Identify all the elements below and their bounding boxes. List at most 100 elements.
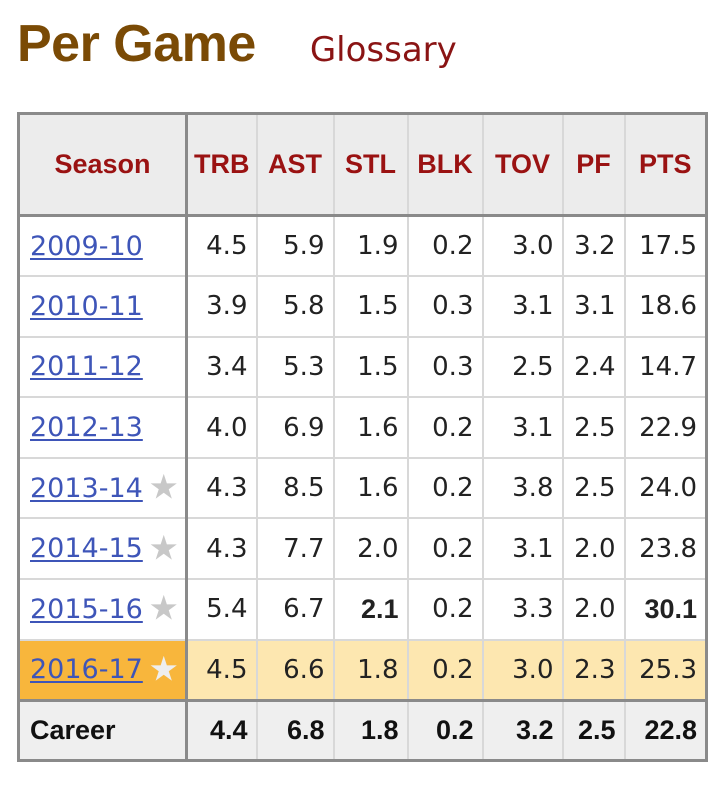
table-row: 2014-15 ★ 4.3 7.7 2.0 0.2 3.1 2.0 23.8 (17, 517, 708, 581)
stat-trb: 3.4 (185, 335, 258, 399)
table-header-row: Season TRB AST STL BLK TOV PF PTS (17, 112, 708, 217)
stat-stl: 1.6 (332, 456, 409, 520)
season-link[interactable]: 2009-10 (30, 230, 143, 262)
stat-trb: 4.5 (185, 638, 258, 702)
column-header-stl[interactable]: STL (332, 112, 409, 217)
stat-pts: 14.7 (623, 335, 708, 399)
column-header-pf[interactable]: PF (561, 112, 626, 217)
column-header-tov[interactable]: TOV (481, 112, 564, 217)
stat-stl: 1.9 (332, 214, 409, 278)
stat-blk: 0.2 (406, 517, 484, 581)
stat-pf: 2.0 (561, 517, 626, 581)
table-body: 2009-10 4.5 5.9 1.9 0.2 3.0 3.2 17.5 2010-11 3.9 5… (17, 214, 708, 702)
stat-pf: 3.1 (561, 275, 626, 338)
season-cell: 2012-13 (17, 396, 188, 459)
section-header: Per Game Glossary (17, 14, 457, 84)
season-cell: 2014-15 ★ (17, 517, 188, 581)
stat-pts: 24.0 (623, 456, 708, 520)
stat-tov: 3.0 (481, 638, 564, 702)
column-header-pts[interactable]: PTS (623, 112, 708, 217)
stat-stl: 2.0 (332, 517, 409, 581)
season-link[interactable]: 2014-15 (30, 533, 143, 565)
table-row: 2016-17 ★ 4.5 6.6 1.8 0.2 3.0 2.3 25.3 (17, 638, 708, 702)
stat-blk: 0.2 (406, 638, 484, 702)
stat-pf: 3.2 (561, 214, 626, 278)
star-icon: ★ (148, 649, 179, 690)
season-link[interactable]: 2016-17 (30, 654, 143, 686)
stat-ast: 6.9 (255, 396, 335, 459)
stat-tov: 3.1 (481, 275, 564, 338)
stat-pf: 2.0 (561, 578, 626, 641)
stat-tov: 3.0 (481, 214, 564, 278)
season-link[interactable]: 2011-12 (30, 351, 143, 383)
column-header-ast[interactable]: AST (255, 112, 335, 217)
column-header-blk[interactable]: BLK (406, 112, 484, 217)
stat-trb: 4.0 (185, 396, 258, 459)
stat-ast: 6.7 (255, 578, 335, 641)
career-tov: 3.2 (481, 698, 564, 762)
career-trb: 4.4 (185, 698, 258, 762)
stat-stl: 1.5 (332, 335, 409, 399)
stat-ast: 7.7 (255, 517, 335, 581)
stat-trb: 3.9 (185, 275, 258, 338)
season-cell: 2013-14 ★ (17, 456, 188, 520)
table-row: 2009-10 4.5 5.9 1.9 0.2 3.0 3.2 17.5 (17, 214, 708, 278)
stat-tov: 3.1 (481, 517, 564, 581)
stat-tov: 3.1 (481, 396, 564, 459)
season-cell: 2009-10 (17, 214, 188, 278)
career-pts: 22.8 (623, 698, 708, 762)
table-row: 2010-11 3.9 5.8 1.5 0.3 3.1 3.1 18.6 (17, 275, 708, 338)
stat-pts: 18.6 (623, 275, 708, 338)
stat-blk: 0.2 (406, 456, 484, 520)
stat-trb: 4.3 (185, 517, 258, 581)
season-link[interactable]: 2013-14 (30, 472, 143, 504)
glossary-link[interactable]: Glossary (309, 30, 457, 70)
stat-ast: 5.9 (255, 214, 335, 278)
stat-ast: 6.6 (255, 638, 335, 702)
career-pf: 2.5 (561, 698, 626, 762)
per-game-table: Season TRB AST STL BLK TOV PF PTS 2009-1… (17, 112, 708, 763)
stat-pts: 23.8 (623, 517, 708, 581)
column-header-trb[interactable]: TRB (185, 112, 258, 217)
stat-blk: 0.3 (406, 275, 484, 338)
career-row: Career 4.4 6.8 1.8 0.2 3.2 2.5 22.8 (17, 698, 708, 762)
stat-blk: 0.2 (406, 214, 484, 278)
star-icon: ★ (148, 528, 179, 569)
career-blk: 0.2 (406, 698, 484, 762)
season-link[interactable]: 2015-16 (30, 593, 143, 625)
season-cell: 2015-16 ★ (17, 578, 188, 641)
stat-trb: 5.4 (185, 578, 258, 641)
stat-stl: 2.1 (332, 578, 409, 641)
season-link[interactable]: 2010-11 (30, 290, 143, 322)
stat-blk: 0.2 (406, 396, 484, 459)
star-icon: ★ (148, 588, 179, 629)
stat-stl: 1.8 (332, 638, 409, 702)
stat-pf: 2.3 (561, 638, 626, 702)
stat-ast: 5.8 (255, 275, 335, 338)
stat-ast: 5.3 (255, 335, 335, 399)
stat-pf: 2.4 (561, 335, 626, 399)
season-link[interactable]: 2012-13 (30, 412, 143, 444)
stat-pts: 25.3 (623, 638, 708, 702)
stat-tov: 2.5 (481, 335, 564, 399)
stat-stl: 1.6 (332, 396, 409, 459)
stat-trb: 4.5 (185, 214, 258, 278)
stat-pts: 17.5 (623, 214, 708, 278)
table-row: 2015-16 ★ 5.4 6.7 2.1 0.2 3.3 2.0 30.1 (17, 578, 708, 641)
table-row: 2011-12 3.4 5.3 1.5 0.3 2.5 2.4 14.7 (17, 335, 708, 399)
star-icon: ★ (148, 467, 179, 508)
table-row: 2013-14 ★ 4.3 8.5 1.6 0.2 3.8 2.5 24.0 (17, 456, 708, 520)
stat-pts: 22.9 (623, 396, 708, 459)
stat-blk: 0.2 (406, 578, 484, 641)
season-cell: 2016-17 ★ (17, 638, 188, 702)
stat-stl: 1.5 (332, 275, 409, 338)
column-header-season[interactable]: Season (17, 112, 188, 217)
stat-blk: 0.3 (406, 335, 484, 399)
career-stl: 1.8 (332, 698, 409, 762)
career-ast: 6.8 (255, 698, 335, 762)
stat-ast: 8.5 (255, 456, 335, 520)
stat-pts: 30.1 (623, 578, 708, 641)
stat-pf: 2.5 (561, 396, 626, 459)
section-title: Per Game (17, 15, 256, 73)
